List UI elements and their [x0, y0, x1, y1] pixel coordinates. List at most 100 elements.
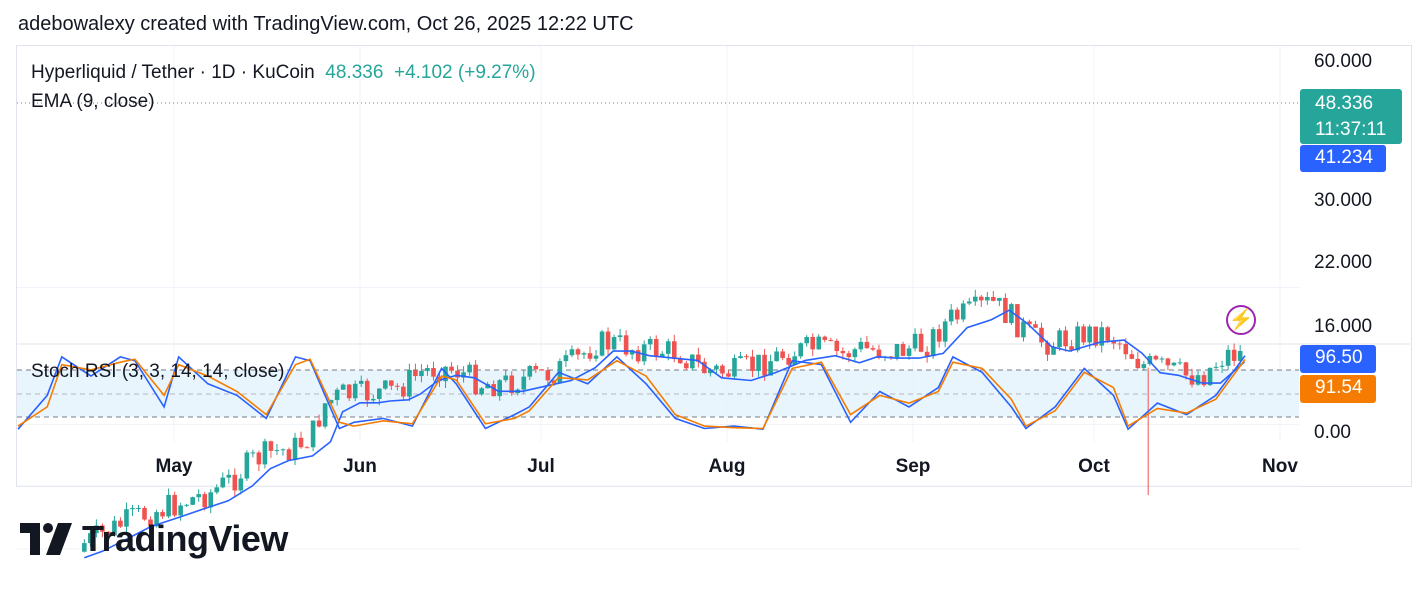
- tv-logo-icon: [20, 523, 72, 555]
- candle-body: [1219, 365, 1225, 367]
- stoch-k-tag: 96.50: [1300, 345, 1376, 373]
- candle-body: [1117, 343, 1123, 345]
- candle-body: [1231, 349, 1237, 361]
- candle-body: [593, 355, 599, 359]
- legend-change: +4.102 (+9.27%): [393, 62, 536, 83]
- candle-body: [696, 354, 701, 362]
- candle-body: [214, 487, 220, 493]
- candle-body: [389, 380, 394, 386]
- candle-body: [1051, 347, 1056, 355]
- candle-body: [473, 364, 478, 395]
- candle-body: [912, 333, 918, 349]
- candle-body: [894, 344, 900, 358]
- candle-body: [455, 370, 460, 378]
- candle-body: [960, 303, 966, 320]
- candle-body: [160, 512, 165, 517]
- bar-countdown: 11:37:11: [1315, 119, 1387, 140]
- candle-body: [148, 519, 153, 527]
- candle-body: [425, 368, 430, 371]
- candle-body: [100, 525, 105, 532]
- candle-body: [1129, 354, 1135, 359]
- candle-body: [1177, 362, 1183, 364]
- candle-body: [364, 380, 370, 401]
- candle-body: [659, 353, 665, 357]
- candle-body: [702, 361, 707, 374]
- candle-body: [930, 329, 936, 357]
- candle-body: [539, 369, 545, 371]
- candle-body: [762, 354, 767, 376]
- candle-body: [118, 520, 123, 527]
- candle-body: [1093, 326, 1098, 346]
- candle-body: [226, 474, 232, 478]
- candle-body: [665, 341, 671, 354]
- candle-body: [864, 341, 870, 349]
- last-price-tag: 48.336 11:37:11: [1300, 89, 1402, 144]
- candle-body: [966, 301, 972, 304]
- candle-body: [756, 354, 761, 371]
- candle-body: [1057, 330, 1062, 348]
- x-tick-oct: Oct: [1078, 456, 1110, 477]
- ema-legend[interactable]: EMA (9, close): [31, 91, 155, 112]
- stoch-legend[interactable]: Stoch RSI (3, 3, 14, 14, close): [31, 361, 285, 382]
- candle-body: [292, 437, 298, 461]
- candle-body: [900, 344, 906, 356]
- candle-body: [449, 366, 454, 371]
- candle-body: [774, 351, 779, 362]
- candle-body: [142, 507, 147, 520]
- candle-body: [1105, 327, 1111, 341]
- candle-body: [768, 361, 773, 376]
- y-tick-30: 30.000: [1314, 190, 1373, 211]
- x-tick-jul: Jul: [527, 456, 555, 477]
- candle-body: [623, 335, 629, 355]
- candle-body: [611, 337, 617, 350]
- candle-body: [250, 452, 256, 454]
- candle-body: [750, 356, 755, 371]
- candle-body: [370, 398, 376, 401]
- y-tick-stoch-0: 0.00: [1314, 422, 1351, 443]
- candle-body: [136, 507, 141, 509]
- candle-body: [726, 373, 731, 377]
- candle-body: [328, 400, 334, 404]
- candle-body: [262, 441, 268, 465]
- candle-body: [629, 350, 635, 355]
- candle-body: [1033, 324, 1038, 328]
- main-legend: Hyperliquid / Tether · 1D · KuCoin 48.33…: [31, 62, 536, 84]
- candle-body: [1195, 375, 1201, 385]
- candle-body: [617, 335, 623, 338]
- candle-body: [286, 449, 292, 461]
- candle-body: [485, 384, 490, 389]
- candle-body: [991, 297, 996, 301]
- candle-body: [244, 452, 250, 479]
- candle-body: [124, 509, 129, 527]
- candle-body: [834, 340, 840, 352]
- candle-body: [936, 329, 942, 342]
- candle-body: [527, 366, 533, 377]
- candle-body: [196, 494, 201, 498]
- candle-body: [298, 437, 304, 448]
- candle-body: [816, 336, 822, 350]
- candle-body: [184, 504, 189, 506]
- candle-body: [1099, 327, 1104, 346]
- candle-body: [1021, 321, 1026, 338]
- candle-body: [786, 357, 791, 365]
- candle-body: [340, 384, 346, 390]
- candle-body: [1207, 367, 1213, 386]
- candle-body: [924, 351, 930, 357]
- last-price-value: 48.336: [1315, 93, 1374, 114]
- candle-body: [1165, 358, 1171, 366]
- candle-body: [906, 348, 912, 356]
- candle-body: [997, 297, 1002, 301]
- candle-body: [732, 358, 737, 377]
- x-tick-sep: Sep: [895, 456, 931, 477]
- candle-body: [130, 508, 135, 510]
- candle-body: [954, 309, 960, 320]
- candle-body: [220, 477, 226, 488]
- lightning-icon[interactable]: ⚡: [1226, 305, 1256, 335]
- candle-body: [744, 356, 749, 358]
- candle-body: [840, 351, 846, 354]
- candle-body: [1171, 362, 1177, 366]
- candle-body: [569, 349, 575, 356]
- candle-body: [810, 336, 816, 350]
- candle-body: [190, 497, 195, 505]
